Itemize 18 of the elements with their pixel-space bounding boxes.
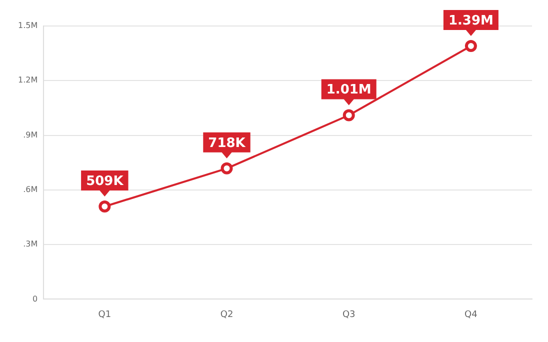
- y-tick-label: .9M: [23, 130, 38, 140]
- point: [464, 40, 477, 52]
- data-label: 1.01M: [326, 82, 372, 98]
- data-label: 509K: [86, 174, 124, 189]
- x-tick-label: Q2: [220, 310, 234, 320]
- point: [342, 109, 355, 122]
- data-label: 1.39M: [448, 13, 494, 28]
- y-tick-label: .3M: [23, 240, 38, 249]
- y-tick-label: 1.2M: [18, 76, 38, 85]
- point: [220, 162, 233, 174]
- x-tick-label: Q1: [98, 310, 112, 320]
- y-tick-label: 0: [32, 294, 38, 304]
- data-label: 718K: [208, 136, 246, 151]
- x-tick-label: Q3: [342, 310, 356, 320]
- x-tick-label: Q4: [464, 310, 478, 320]
- point: [98, 200, 111, 212]
- y-tick-label: .6M: [23, 185, 38, 194]
- y-tick-label: 1.5M: [18, 21, 38, 30]
